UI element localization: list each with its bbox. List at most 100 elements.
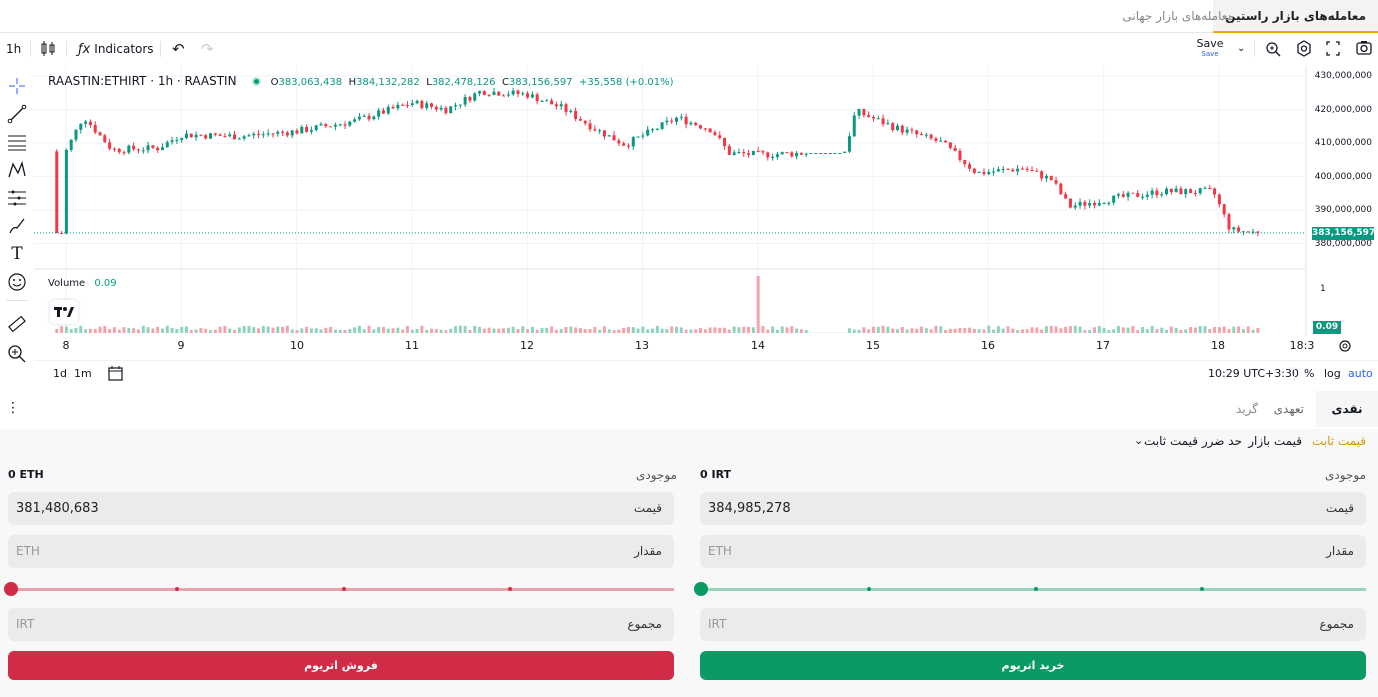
x-tick: 13 (635, 339, 649, 352)
candle-body (1213, 188, 1217, 195)
range-1d-button[interactable]: 1d (53, 367, 67, 380)
candle-body (862, 109, 866, 116)
open-value: 383,063,438 (278, 77, 343, 88)
candle-body (723, 138, 727, 147)
chevron-down-icon[interactable]: ⌄ (1134, 434, 1144, 447)
order-type-stop-limit[interactable]: حد ضرر قیمت ثابت (1144, 434, 1242, 448)
candle-body (900, 125, 904, 133)
indicators-button[interactable]: ƒx Indicators (78, 34, 154, 64)
candle-body (972, 168, 976, 173)
measure-lines-icon[interactable] (7, 188, 27, 208)
candle-body (867, 115, 871, 118)
buy-ethereum-button[interactable]: خرید اتریوم (700, 651, 1366, 680)
candle-type-icon[interactable] (40, 34, 56, 64)
order-type-limit[interactable]: قیمت ثابت (1311, 434, 1366, 448)
tab-grid[interactable]: گرید (1236, 402, 1258, 416)
candle-body (641, 135, 645, 137)
buy-amount-slider[interactable] (694, 580, 1366, 598)
candle-body (795, 152, 799, 157)
pattern-icon[interactable] (7, 160, 27, 180)
candle-body (838, 153, 842, 155)
order-type-market[interactable]: قیمت بازار (1248, 434, 1302, 448)
candle-body (756, 150, 760, 152)
sell-ethereum-button[interactable]: فروش اتریوم (8, 651, 674, 680)
change-value: +35,558 (+0.01%) (579, 77, 674, 88)
emoji-icon[interactable] (7, 272, 27, 292)
candle-body (751, 150, 755, 155)
tab-cash[interactable]: نقدی (1316, 391, 1378, 427)
sell-amount-slider[interactable] (4, 580, 674, 598)
chart-legend: RAASTIN:ETHIRT · 1h · RAASTIN O383,063,4… (48, 74, 674, 88)
candle-body (819, 153, 823, 155)
chart-settings-icon[interactable] (1338, 339, 1352, 356)
candle-body (343, 124, 347, 126)
candle-body (1088, 202, 1092, 206)
candle-body (1025, 168, 1029, 171)
candle-body (449, 106, 453, 114)
buy-price-field[interactable]: 384,985,278 قیمت (700, 492, 1366, 525)
slider-handle[interactable] (4, 582, 18, 596)
save-button[interactable]: Save Save (1190, 37, 1230, 59)
volume-bar (439, 329, 443, 333)
buy-amount-field[interactable]: ETH مقدار (700, 535, 1366, 568)
y-tick: 420,000,000 (1314, 105, 1372, 115)
timezone-label[interactable]: 10:29 UTC+3:30 (1208, 367, 1299, 380)
range-1m-button[interactable]: 1m (74, 367, 92, 380)
percent-toggle[interactable]: % (1304, 367, 1315, 380)
volume-bar (276, 326, 280, 333)
ruler-icon[interactable] (7, 314, 27, 334)
volume-bar (934, 325, 938, 333)
tab-raastin-market[interactable]: معامله‌های بازار راستین (1213, 0, 1378, 33)
candle-body (1222, 204, 1226, 215)
volume-bar (689, 329, 693, 333)
zoom-search-icon[interactable] (1264, 34, 1282, 64)
undo-icon[interactable]: ↶ (172, 40, 185, 58)
fullscreen-icon[interactable] (1325, 34, 1341, 64)
candle-body (876, 118, 880, 120)
buy-total-field[interactable]: IRT مجموع (700, 608, 1366, 641)
brush-icon[interactable] (7, 216, 27, 236)
volume-bar (60, 326, 64, 333)
chevron-down-icon[interactable]: ⌄ (1237, 43, 1246, 54)
tab-margin[interactable]: تعهدی (1273, 402, 1304, 416)
volume-bar (675, 326, 679, 333)
log-toggle[interactable]: log (1324, 367, 1341, 380)
tradingview-logo-icon[interactable] (50, 300, 78, 324)
fib-icon[interactable] (7, 132, 27, 152)
zoom-icon[interactable] (7, 344, 27, 364)
volume-bar (790, 326, 794, 333)
volume-bar (900, 326, 904, 333)
symbol-title[interactable]: RAASTIN:ETHIRT · 1h · RAASTIN (48, 74, 237, 88)
candle-body (521, 93, 525, 95)
candle-body (194, 134, 198, 138)
volume-bar (1141, 326, 1145, 333)
candle-body (473, 93, 477, 101)
volume-bar (1165, 329, 1169, 333)
calendar-goto-icon[interactable] (108, 361, 124, 387)
trend-line-icon[interactable] (7, 104, 27, 124)
candle-body (458, 104, 462, 106)
candle-body (1092, 202, 1096, 206)
candle-body (646, 129, 650, 136)
slider-handle[interactable] (694, 582, 708, 596)
volume-bar (405, 325, 409, 333)
interval-button[interactable]: 1h (6, 42, 22, 56)
text-icon[interactable]: T (11, 244, 23, 264)
volume-bar (1155, 329, 1159, 333)
volume-bar (694, 329, 698, 333)
sell-total-field[interactable]: IRT مجموع (8, 608, 674, 641)
sell-price-field[interactable]: 381,480,683 قیمت (8, 492, 674, 525)
more-vert-icon[interactable]: ⋮ (6, 400, 20, 416)
volume-bar (987, 325, 991, 333)
candle-body (285, 132, 289, 136)
volume-bar (1001, 328, 1005, 333)
settings-icon[interactable] (1295, 34, 1313, 64)
camera-icon[interactable] (1355, 34, 1373, 64)
tab-global-market[interactable]: معامله‌های بازار جهانی (1122, 9, 1234, 23)
crosshair-icon[interactable] (7, 76, 27, 96)
auto-toggle[interactable]: auto (1348, 367, 1373, 380)
redo-icon[interactable]: ↷ (201, 40, 214, 58)
sell-amount-field[interactable]: ETH مقدار (8, 535, 674, 568)
volume-bar (982, 329, 986, 333)
price-chart[interactable] (34, 66, 1378, 360)
